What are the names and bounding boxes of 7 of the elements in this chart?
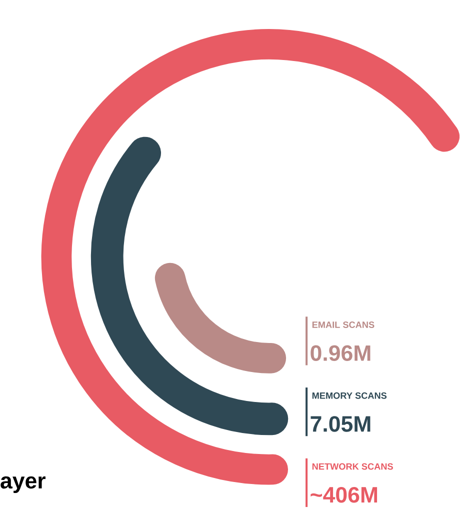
data-label: 0.96M [310, 345, 370, 361]
category-label: MEMORY SCANS [312, 392, 387, 399]
category-label: EMAIL SCANS [312, 322, 374, 328]
category-label: NETWORK SCANS [312, 463, 394, 470]
data-label: ~406M [310, 486, 378, 503]
data-label: 7.05M [310, 416, 370, 432]
text: ayer [0, 476, 46, 494]
